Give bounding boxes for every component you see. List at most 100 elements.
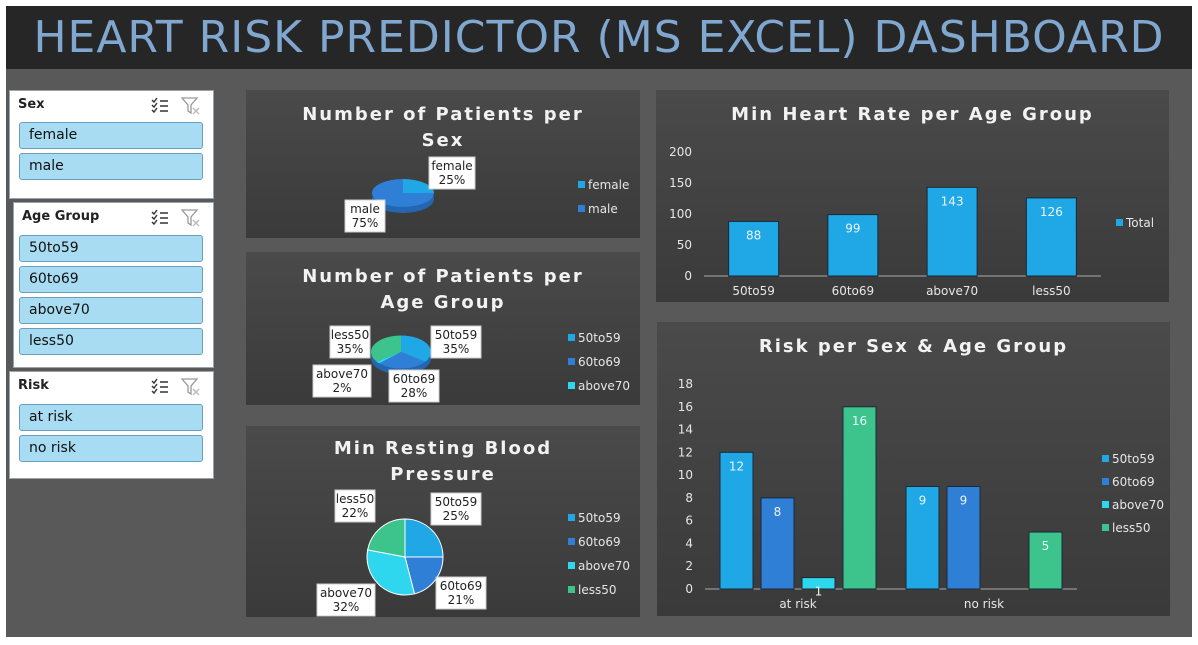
legend-swatch (568, 586, 575, 593)
legend-label: male (588, 202, 618, 216)
bar-at-risk-less50 (842, 406, 877, 590)
pie-slice-male (372, 179, 434, 207)
legend-swatch (1102, 501, 1109, 508)
y-tick-label: 4 (685, 536, 693, 550)
y-tick-label: 0 (684, 269, 692, 283)
data-label-value: 35% (443, 342, 470, 356)
legend-label: female (588, 178, 629, 192)
slicer-sex: Sex female male (9, 90, 214, 199)
data-label-category: 50to59 (435, 495, 478, 509)
slicer-item-above70[interactable]: above70 (19, 297, 203, 324)
legend-label: 60to69 (578, 355, 621, 369)
data-label-category: 50to59 (435, 328, 478, 342)
x-tick-label: 60to69 (832, 284, 875, 298)
data-label-box (388, 369, 440, 403)
legend-label: above70 (578, 379, 630, 393)
y-tick-label: 12 (678, 445, 693, 459)
data-label: 16 (852, 414, 867, 428)
slicer-title: Risk (18, 378, 49, 393)
chart-sex-pie: Number of Patients per Sex female 25% male… (246, 90, 640, 238)
data-label-box (334, 489, 376, 523)
data-label-value: 28% (401, 386, 428, 400)
legend-swatch (1102, 524, 1109, 531)
slicer-item-60to69[interactable]: 60to69 (19, 266, 203, 293)
chart-canvas: 0 2 4 6 8 10 12 14 16 18 at risk 12 8 1 16 no risk 9 9 5 50… (678, 377, 1164, 611)
slicer-header: Sex (10, 91, 213, 119)
data-label-value: 25% (443, 509, 470, 523)
y-tick-label: 0 (685, 582, 693, 596)
y-tick-label: 6 (685, 514, 693, 528)
legend-swatch (568, 514, 575, 521)
data-label-value: 22% (342, 506, 369, 520)
data-label-value: 35% (337, 342, 364, 356)
chart-title: Min Heart Rate per Age Group (731, 104, 1094, 125)
x-tick-label: at risk (779, 597, 816, 611)
clear-filter-icon[interactable] (181, 96, 201, 116)
bar-at-risk-above70 (801, 577, 836, 590)
legend-swatch (568, 562, 575, 569)
data-label-value: 2% (332, 381, 351, 395)
data-label: 143 (941, 194, 964, 208)
data-label: 88 (746, 228, 761, 242)
multi-select-icon[interactable] (151, 209, 169, 227)
chart-title: Risk per Sex & Age Group (758, 336, 1069, 357)
multi-select-icon[interactable] (151, 378, 169, 396)
legend-label: 50to59 (578, 511, 621, 525)
pie-slice-less50 (371, 335, 401, 362)
pie-slice-female (403, 179, 434, 193)
legend-swatch (578, 181, 585, 188)
legend-swatch (578, 205, 585, 212)
slicer-item-less50[interactable]: less50 (19, 328, 203, 355)
y-tick-label: 10 (678, 468, 693, 482)
slicer-item-female[interactable]: female (19, 122, 203, 149)
data-label: 99 (845, 222, 860, 236)
bar-no-risk-less50 (1028, 531, 1063, 590)
legend-swatch (1102, 478, 1109, 485)
slicer-risk: Risk at risk no risk (9, 371, 214, 479)
data-label-box (428, 156, 476, 190)
bar-50to59-Total (728, 220, 780, 277)
pie-slice-50to59 (404, 518, 444, 558)
clear-filter-icon[interactable] (181, 208, 201, 228)
legend-swatch (1102, 455, 1109, 462)
legend-label: 60to69 (1112, 475, 1155, 489)
data-label-category: male (350, 202, 380, 216)
slicer-title: Age Group (22, 209, 100, 224)
chart-canvas: 50to5935%60to6928%above702%less5035%50to… (312, 325, 630, 403)
legend-label: Total (1125, 216, 1154, 230)
clear-filter-icon[interactable] (181, 377, 201, 397)
data-label-value: 32% (333, 600, 360, 614)
slicer-item-at-risk[interactable]: at risk (19, 404, 203, 431)
legend-label: above70 (1112, 498, 1164, 512)
x-tick-label: above70 (926, 284, 978, 298)
data-label-value: 25% (439, 173, 466, 187)
legend-swatch (568, 334, 575, 341)
data-label-category: less50 (331, 328, 370, 342)
data-label-box (430, 492, 482, 526)
chart-age-pie: Number of Patients per Age Group 50to59 3… (246, 252, 640, 405)
legend-swatch (568, 538, 575, 545)
pie-slice-50to59 (401, 335, 431, 362)
data-label: 12 (729, 459, 744, 473)
data-label: 9 (919, 494, 927, 508)
legend-swatch (568, 382, 575, 389)
x-tick-label: 50to59 (732, 284, 775, 298)
data-label-box (329, 325, 371, 359)
pie-slice-60to69 (379, 352, 426, 369)
data-label-box (435, 576, 487, 610)
data-label-category: above70 (320, 586, 372, 600)
slicer-item-male[interactable]: male (19, 153, 203, 180)
slicer-title: Sex (18, 97, 45, 112)
y-tick-label: 2 (685, 559, 693, 573)
dashboard: HEART RISK PREDICTOR (MS EXCEL) DASHBOAR… (6, 6, 1192, 637)
bar-60to69-Total (827, 214, 879, 277)
legend-label: 50to59 (1112, 452, 1155, 466)
slicer-item-50to59[interactable]: 50to59 (19, 235, 203, 262)
multi-select-icon[interactable] (151, 97, 169, 115)
bar-less50-Total (1025, 197, 1077, 277)
chart-canvas: 0 50 100 150 200 50to59 88 60to69 99 above70 143 le… (669, 145, 1154, 298)
slicer-item-no-risk[interactable]: no risk (19, 435, 203, 462)
slicer-age-group: Age Group 50to59 60to69 above70 less50 (13, 202, 214, 368)
